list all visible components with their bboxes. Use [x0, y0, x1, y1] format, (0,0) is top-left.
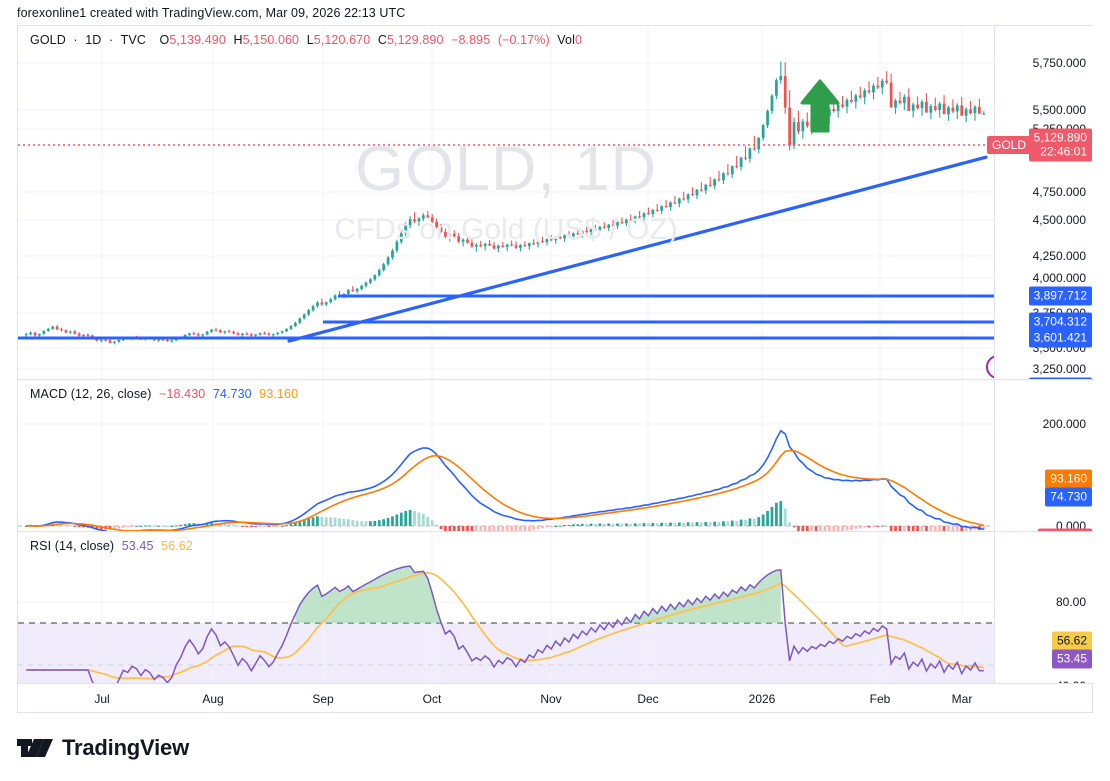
- axis-tick-label: 40.00: [1056, 679, 1086, 683]
- legend-sep-2: ·: [109, 33, 114, 47]
- axis-tick-label: 4,000.000: [1032, 271, 1086, 285]
- axis-value-badge: 3,601.421: [1028, 328, 1092, 348]
- price-legend[interactable]: GOLD · 1D · TVC O5,139.490 H5,150.060 L5…: [30, 33, 586, 47]
- legend-exchange: TVC: [120, 33, 146, 47]
- axis-tick-label: 5,500.000: [1032, 103, 1086, 117]
- current-price-value: 5,129.890: [1033, 130, 1087, 145]
- footer-logo: TradingView: [17, 735, 189, 761]
- brand-name: TradingView: [62, 735, 189, 760]
- time-axis-label: Dec: [637, 692, 659, 706]
- macd-plot-area[interactable]: [18, 380, 994, 531]
- symbol-tag-badge: GOLD: [986, 136, 1031, 154]
- macd-legend[interactable]: MACD (12, 26, close) −18.430 74.730 93.1…: [30, 387, 302, 401]
- attribution-text: forexonline1 created with TradingView.co…: [17, 5, 406, 20]
- rsi-value: 53.45: [121, 539, 154, 553]
- legend-high-label: H: [233, 33, 243, 47]
- rsi-plot-area[interactable]: [18, 532, 994, 683]
- lightning-badge-icon: [986, 355, 994, 379]
- axis-tick-label: 200.000: [1042, 417, 1086, 431]
- price-pane[interactable]: GOLD, 1D CFDs on Gold (US$ / OZ) 5,750.0…: [18, 26, 1094, 379]
- legend-close-value: 5,129.890: [386, 33, 444, 47]
- axis-value-badge: −18.430: [1038, 528, 1092, 531]
- axis-value-badge: 53.45: [1051, 649, 1092, 669]
- price-plot-area[interactable]: GOLD, 1D CFDs on Gold (US$ / OZ): [18, 26, 994, 379]
- axis-tick-label: 4,500.000: [1032, 213, 1086, 227]
- legend-close-label: C: [377, 33, 387, 47]
- axis-tick-label: 3,250.000: [1032, 362, 1086, 376]
- time-axis-label: Aug: [202, 692, 224, 706]
- time-axis-label: Oct: [422, 692, 442, 706]
- axis-value-badge: 74.730: [1045, 487, 1092, 507]
- axis-tick-label: 5,750.000: [1032, 56, 1086, 70]
- macd-line-value: 74.730: [212, 387, 252, 401]
- macd-signal-value: 93.160: [259, 387, 299, 401]
- legend-low-label: L: [306, 33, 314, 47]
- legend-sep-1: ·: [73, 33, 78, 47]
- rsi-legend[interactable]: RSI (14, close) 53.45 56.62: [30, 539, 197, 553]
- rsi-series-layer: [18, 532, 994, 683]
- time-axis-label: Nov: [540, 692, 562, 706]
- axis-value-badge: 3,169.383: [1028, 377, 1092, 379]
- legend-low-value: 5,120.670: [313, 33, 371, 47]
- rsi-legend-title[interactable]: RSI (14, close): [30, 539, 115, 553]
- time-axis-label: Mar: [951, 692, 973, 706]
- macd-series-layer: [18, 380, 994, 531]
- macd-hist-value: −18.430: [159, 387, 206, 401]
- time-axis-label: Jul: [94, 692, 110, 706]
- tradingview-logo-icon: [17, 739, 53, 757]
- axis-tick-label: 4,250.000: [1032, 249, 1086, 263]
- arrow-annotation-layer: [800, 79, 840, 133]
- axis-value-badge: 56.62: [1051, 631, 1092, 651]
- legend-open-label: O: [159, 33, 170, 47]
- axis-value-badge: 3,704.312: [1028, 312, 1092, 332]
- axis-tick-label: 0.000: [1055, 519, 1086, 531]
- axis-value-badge: 3,897.712: [1028, 286, 1092, 306]
- axis-tick-label: 80.00: [1055, 595, 1086, 609]
- time-axis-label: Sep: [312, 692, 334, 706]
- current-price-time: 22:46:01: [1040, 144, 1087, 159]
- legend-high-value: 5,150.060: [242, 33, 300, 47]
- up-arrow-icon: [800, 79, 840, 133]
- price-series-layer: [18, 26, 994, 379]
- axis-tick-label: 4,750.000: [1032, 185, 1086, 199]
- chart-frame: GOLD, 1D CFDs on Gold (US$ / OZ) 5,750.0…: [17, 25, 1094, 713]
- price-scale[interactable]: 5,750.0005,500.0005,250.0004,750.0004,50…: [986, 26, 1094, 379]
- legend-open-value: 5,139.490: [169, 33, 226, 47]
- axis-value-badge: 93.160: [1045, 469, 1092, 489]
- rsi-ma-value: 56.62: [161, 539, 193, 553]
- legend-change-percent: (−0.17%): [497, 33, 550, 47]
- legend-change: −8.895: [451, 33, 491, 47]
- legend-interval[interactable]: 1D: [85, 33, 102, 47]
- time-axis[interactable]: Jul Aug Sep Oct Nov Dec 2026 Feb Mar: [18, 683, 1094, 712]
- time-axis-label: 2026: [748, 692, 776, 706]
- macd-legend-title[interactable]: MACD (12, 26, close): [30, 387, 152, 401]
- time-axis-label: Feb: [869, 692, 891, 706]
- legend-volume-label: Vol: [557, 33, 575, 47]
- legend-symbol[interactable]: GOLD: [30, 33, 66, 47]
- legend-volume-value: 0: [574, 33, 583, 47]
- current-price-badge: 5,129.890 22:46:01: [1028, 128, 1092, 162]
